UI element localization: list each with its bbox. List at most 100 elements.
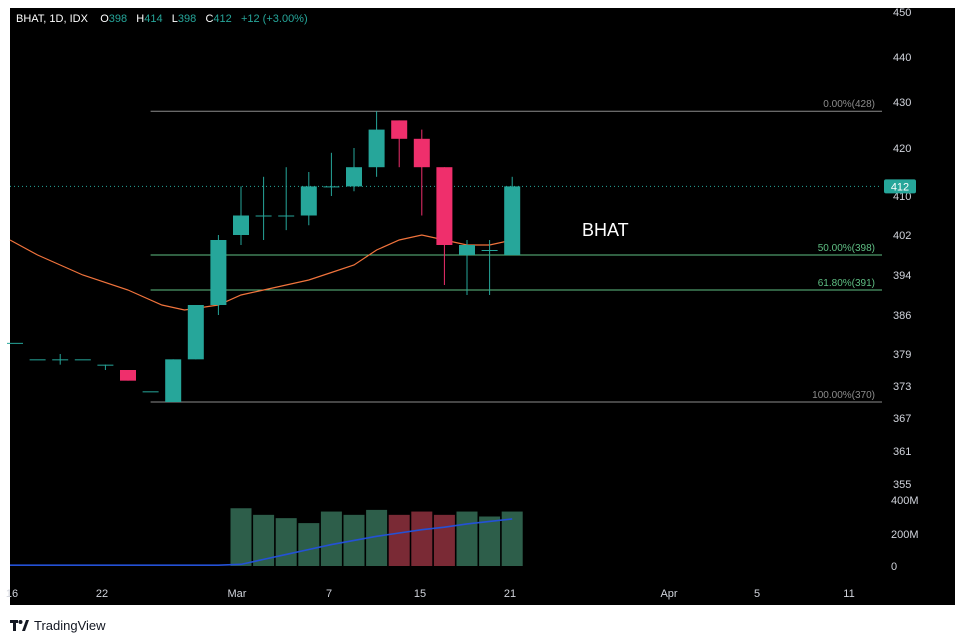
close-value: 412 — [213, 13, 232, 25]
candle-body — [459, 245, 475, 255]
volume-tick-label: 0 — [891, 561, 897, 573]
volume-bar — [411, 511, 433, 566]
volume-bar — [320, 511, 342, 566]
fib-level-label: 50.00%(398) — [818, 243, 875, 254]
price-tick-label: 373 — [893, 381, 911, 393]
candle-body — [29, 359, 46, 361]
candle-body — [97, 364, 114, 366]
candle-body — [346, 167, 362, 187]
candle-body — [436, 167, 453, 245]
candle — [165, 359, 182, 402]
candle — [187, 305, 204, 360]
volume-bar — [366, 509, 388, 566]
price-tick-label: 430 — [893, 97, 911, 109]
price-tick-label: 402 — [893, 230, 911, 242]
volume-bar — [501, 511, 523, 566]
symbol-header: BHAT, 1D, IDX O398 H414 L398 C412 +12 (+… — [16, 13, 308, 25]
time-tick-label: Mar — [228, 588, 247, 600]
time-tick-label: 15 — [414, 588, 426, 600]
open-label: O — [100, 13, 109, 25]
candle-body — [187, 305, 204, 360]
time-tick-label: 16 — [6, 588, 18, 600]
candle-body — [74, 359, 91, 361]
candle — [233, 186, 249, 245]
candle-body — [391, 120, 408, 139]
low-label: L — [171, 13, 178, 25]
volume-bar — [275, 518, 297, 566]
volume-tick-label: 200M — [891, 529, 919, 541]
candle — [52, 354, 69, 365]
candle — [278, 167, 295, 231]
candle — [346, 148, 362, 192]
volume-bar — [230, 508, 252, 566]
last-price-badge-label: 412 — [891, 181, 909, 193]
open-value: 398 — [108, 13, 128, 25]
candle — [391, 120, 408, 168]
last-price-badge — [884, 179, 916, 194]
change-value: +12 (+3.00%) — [240, 13, 308, 25]
candle — [300, 172, 317, 226]
fib-level-label: 100.00%(370) — [812, 390, 875, 401]
fib-level-label: 0.00%(428) — [823, 99, 875, 110]
candle-body — [120, 370, 136, 381]
price-tick-label: 440 — [893, 52, 911, 64]
candle — [120, 370, 136, 381]
high-label: H — [136, 13, 145, 25]
candle-body — [504, 186, 521, 255]
price-tick-label: 394 — [893, 270, 911, 282]
volume-bar — [479, 516, 501, 566]
volume-tick-label: 400M — [891, 495, 919, 507]
candle-body — [165, 359, 182, 402]
volume-bar — [433, 514, 455, 566]
candle-body — [413, 138, 430, 168]
time-tick-label: 11 — [843, 588, 854, 600]
candle-body — [233, 215, 249, 235]
volume-bar — [456, 511, 478, 566]
candle — [29, 359, 46, 361]
price-tick-label: 410 — [893, 191, 911, 203]
low-value: 398 — [177, 13, 197, 25]
candle — [142, 391, 159, 393]
candle — [413, 129, 430, 216]
time-tick-label: 7 — [326, 588, 332, 600]
time-tick-label: 22 — [96, 588, 108, 600]
price-tick-label: 367 — [893, 413, 911, 425]
fib-level-label: 61.80%(391) — [818, 278, 875, 289]
candle-body — [52, 359, 69, 361]
time-tick-label: 21 — [504, 588, 516, 600]
price-tick-label: 361 — [893, 446, 911, 458]
candle — [504, 176, 521, 255]
candle-body — [7, 342, 23, 344]
candle-body — [300, 186, 317, 216]
price-tick-label: 355 — [893, 479, 911, 491]
tradingview-logo-icon — [10, 619, 29, 631]
candle — [210, 235, 227, 315]
volume-bar — [388, 514, 410, 566]
volume-bar — [298, 523, 320, 566]
candle — [97, 364, 114, 370]
candle — [255, 176, 272, 240]
candle-body — [210, 240, 227, 305]
candle-body — [323, 186, 340, 188]
symbol-info: BHAT, 1D, IDX — [16, 13, 88, 25]
candle — [436, 167, 453, 285]
tradingview-logo-text: TradingView — [34, 618, 106, 633]
candle-body — [368, 129, 385, 168]
chart-background — [10, 8, 955, 605]
candle-body — [481, 250, 498, 251]
price-tick-label: 386 — [893, 310, 911, 322]
chart-symbol-label: BHAT — [582, 220, 629, 240]
candle — [7, 342, 23, 344]
candle — [323, 152, 340, 196]
candle — [368, 111, 385, 177]
candle — [459, 240, 475, 295]
candle-body — [142, 391, 159, 393]
close-label: C — [205, 13, 214, 25]
volume-ma-line — [10, 518, 513, 566]
price-tick-label: 450 — [893, 7, 911, 19]
tradingview-logo[interactable]: TradingView — [10, 618, 106, 633]
time-tick-label: 5 — [754, 588, 760, 600]
time-tick-label: Apr — [660, 588, 677, 600]
high-value: 414 — [144, 13, 163, 25]
